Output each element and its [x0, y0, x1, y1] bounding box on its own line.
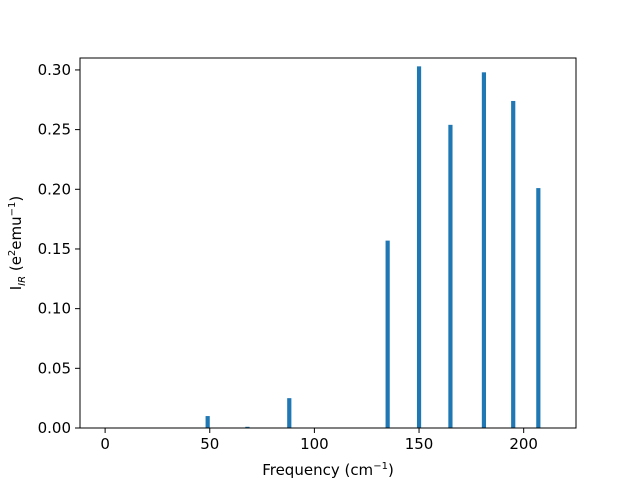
x-tick-label: 50 [200, 435, 219, 453]
bar [481, 72, 487, 428]
plot-frame [79, 57, 577, 429]
x-tick-label: 100 [300, 435, 329, 453]
y-axis-ticks: 0.00 0.05 0.10 0.15 0.20 0.25 0.30 [38, 61, 80, 437]
x-axis-ticks: 0 50 100 150 200 [100, 428, 538, 453]
bar [287, 398, 292, 428]
bar [205, 416, 210, 428]
y-tick-label: 0.10 [38, 300, 71, 318]
y-tick-label: 0.15 [38, 240, 71, 258]
x-tick-label: 200 [509, 435, 538, 453]
bar [245, 426, 250, 428]
y-tick-label: 0.30 [38, 61, 71, 79]
bar [416, 66, 422, 428]
bar [385, 240, 390, 428]
y-tick-label: 0.05 [38, 359, 71, 377]
bar [511, 100, 516, 428]
x-axis-label: Frequency (cm−1) [262, 461, 394, 479]
bar [536, 188, 541, 428]
x-tick-label: 0 [100, 435, 110, 453]
bars-group [205, 66, 541, 428]
y-axis-label: IIR (e2emu−1) [7, 196, 28, 291]
bar [448, 124, 453, 428]
y-tick-label: 0.25 [38, 121, 71, 139]
y-tick-label: 0.20 [38, 180, 71, 198]
y-tick-label: 0.00 [38, 419, 71, 437]
x-tick-label: 150 [405, 435, 434, 453]
